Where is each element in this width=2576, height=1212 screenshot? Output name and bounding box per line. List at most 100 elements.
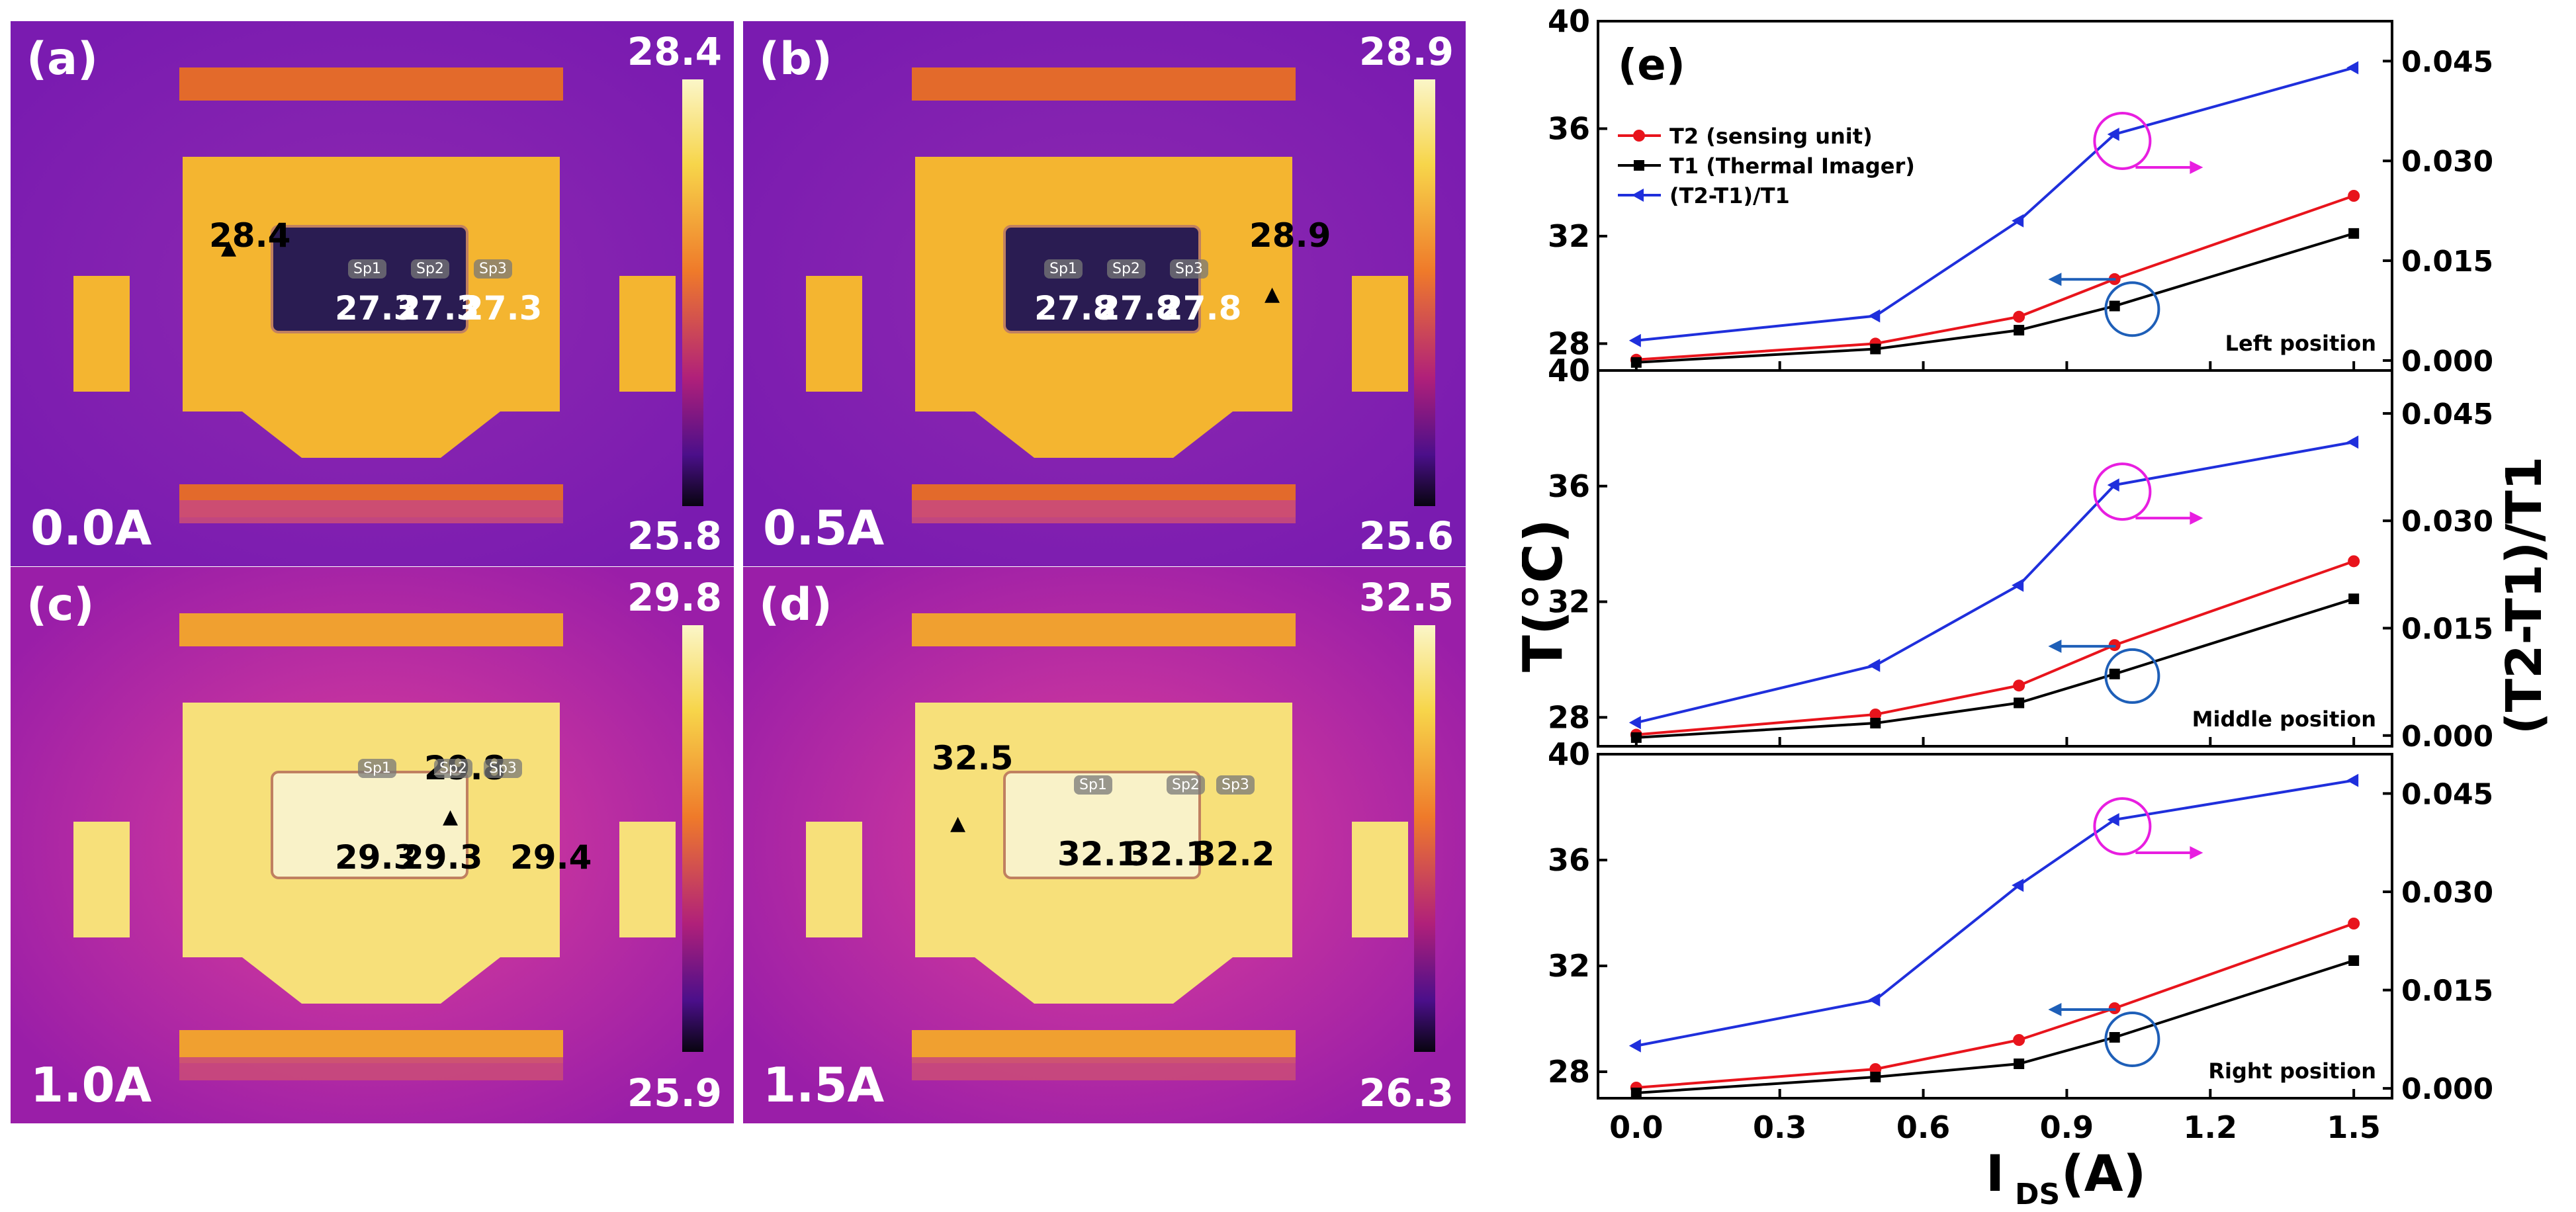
y-left-tick-label: 32 — [1548, 218, 1590, 254]
colorbar-min: 26.3 — [1358, 1070, 1454, 1115]
legend-label-2: T1 (Thermal Imager) — [1669, 153, 1915, 179]
colorbar-min: 25.8 — [627, 513, 722, 558]
spot-tag-3: Sp3 — [1170, 259, 1208, 279]
data-point — [2346, 435, 2359, 449]
panel-label: (b) — [759, 33, 832, 85]
y-left-tick-label: 32 — [1548, 584, 1590, 620]
legend-marker — [1633, 130, 1645, 142]
spot-value-2: 27.8 — [1097, 289, 1179, 327]
x-tick-label: 1.2 — [2184, 1109, 2238, 1145]
y-axis-label-left: T(°C) — [1522, 519, 1575, 672]
panel-label-e: (e) — [1618, 41, 1685, 90]
data-point — [2109, 668, 2120, 679]
panel-label: (a) — [26, 33, 99, 85]
colorbar-min: 25.9 — [627, 1070, 722, 1115]
spot-value-1: 27.3 — [335, 289, 417, 327]
panel-label: (d) — [759, 579, 832, 631]
y-left-tick-label: 40 — [1548, 736, 1590, 772]
spot-value-3: 29.4 — [510, 838, 592, 877]
x-axis-label-unit: (A) — [2061, 1144, 2146, 1203]
colorbar-max: 28.9 — [1358, 29, 1454, 74]
data-point — [1868, 993, 1881, 1007]
x-axis-label-sub: DS — [2015, 1178, 2060, 1211]
data-point — [2012, 879, 2024, 892]
y-left-tick-label: 36 — [1548, 468, 1590, 504]
max-marker-value: 28.9 — [1249, 216, 1331, 255]
spot-tag-1: Sp1 — [358, 759, 396, 778]
subplot-frame-2 — [1597, 369, 2393, 748]
max-marker-value: 32.5 — [932, 739, 1014, 777]
max-marker-value: 28.4 — [209, 216, 291, 255]
data-point — [1868, 309, 1881, 323]
annotation-arrowhead-left — [2048, 639, 2062, 653]
data-point — [2107, 813, 2119, 827]
thermal-panel-c: (c)1.0A29.825.929.8▲Sp1Sp2Sp329.329.329.… — [11, 567, 734, 1123]
annotation-circle-right — [2093, 797, 2152, 856]
series-line-3 — [1636, 779, 2354, 1047]
data-point — [1868, 658, 1881, 672]
colorbar-min: 25.6 — [1358, 513, 1454, 558]
y-left-tick-label: 36 — [1548, 110, 1590, 146]
y-right-tick-label: 0.030 — [2401, 876, 2493, 910]
legend-label-3: (T2-T1)/T1 — [1669, 183, 1790, 208]
data-point — [2014, 697, 2025, 709]
current-label: 1.5A — [763, 1057, 885, 1113]
panel-label: (c) — [26, 579, 95, 631]
y-left-tick-label: 40 — [1548, 353, 1590, 388]
y-left-tick-label: 40 — [1548, 3, 1590, 39]
data-point — [1870, 718, 1881, 729]
series-line-3 — [1636, 441, 2354, 724]
y-left-tick-label: 36 — [1548, 842, 1590, 878]
data-point — [2014, 325, 2025, 336]
y-right-tick-label: 0.000 — [2401, 345, 2493, 378]
y-right-tick-label: 0.015 — [2401, 612, 2493, 646]
annotation-circle-right — [2093, 462, 2152, 521]
colorbar-max: 29.8 — [627, 575, 722, 620]
spot-tag-1: Sp1 — [348, 259, 386, 279]
spot-tag-2: Sp2 — [1107, 259, 1145, 279]
legend-marker — [1632, 189, 1644, 202]
data-point — [1628, 716, 1641, 730]
data-point — [2348, 228, 2360, 239]
y-right-tick-label: 0.015 — [2401, 245, 2493, 279]
colorbar-max: 28.4 — [627, 29, 722, 74]
spot-tag-2: Sp2 — [1167, 775, 1205, 795]
spot-value-1: 29.3 — [335, 838, 417, 877]
y-right-tick-label: 0.045 — [2401, 398, 2493, 431]
spot-value-3: 27.8 — [1160, 289, 1242, 327]
spot-tag-1: Sp1 — [1044, 259, 1083, 279]
max-marker-triangle: ▲ — [1265, 282, 1280, 306]
y-left-tick-label: 28 — [1548, 699, 1590, 735]
data-point — [2014, 1059, 2025, 1069]
chart-e: 28 32 36 40 0.000 0.015 0.030 0.045 Left positio… — [1522, 3, 2553, 1211]
data-point — [1630, 357, 1642, 368]
annotation-circle-left — [2104, 281, 2160, 337]
thermal-panel-d: (d) 1.5A 32.5 26.3 32.5 ▲ Sp1 Sp2 Sp3 32.1 32.1 32.… — [743, 567, 1466, 1123]
data-point — [1870, 343, 1881, 355]
data-point — [1628, 333, 1641, 347]
spot-tag-3: Sp3 — [474, 259, 512, 279]
data-point — [2109, 300, 2120, 312]
spot-value-3: 32.2 — [1193, 835, 1275, 873]
thermal-panel-b: (b) 0.5A 28.9 25.6 28.9 ▲ Sp1 Sp2 Sp3 27.8 27.8 27.… — [743, 21, 1466, 566]
position-label: Middle position — [2192, 707, 2376, 732]
x-tick-label: 0.0 — [1609, 1109, 1664, 1145]
y-right-tick-label: 0.030 — [2401, 145, 2493, 179]
y-right-tick-label: 0.015 — [2401, 974, 2493, 1008]
data-point — [2348, 918, 2360, 930]
y-left-tick-label: 28 — [1548, 1054, 1590, 1090]
colorbar-max: 32.5 — [1358, 575, 1454, 620]
max-marker-triangle: ▲ — [950, 812, 966, 835]
data-point — [2348, 593, 2360, 605]
max-marker-triangle: ▲ — [443, 805, 459, 828]
position-label: Right position — [2208, 1059, 2376, 1084]
data-point — [2107, 127, 2119, 141]
data-point — [2348, 555, 2360, 568]
spot-tag-2: Sp2 — [434, 759, 472, 778]
data-point — [1870, 1072, 1881, 1082]
data-point — [1630, 1088, 1642, 1098]
data-point — [2348, 955, 2360, 966]
y-right-tick-label: 0.045 — [2401, 45, 2493, 79]
legend-marker — [1634, 160, 1644, 171]
x-tick-label: 0.9 — [2040, 1109, 2094, 1145]
